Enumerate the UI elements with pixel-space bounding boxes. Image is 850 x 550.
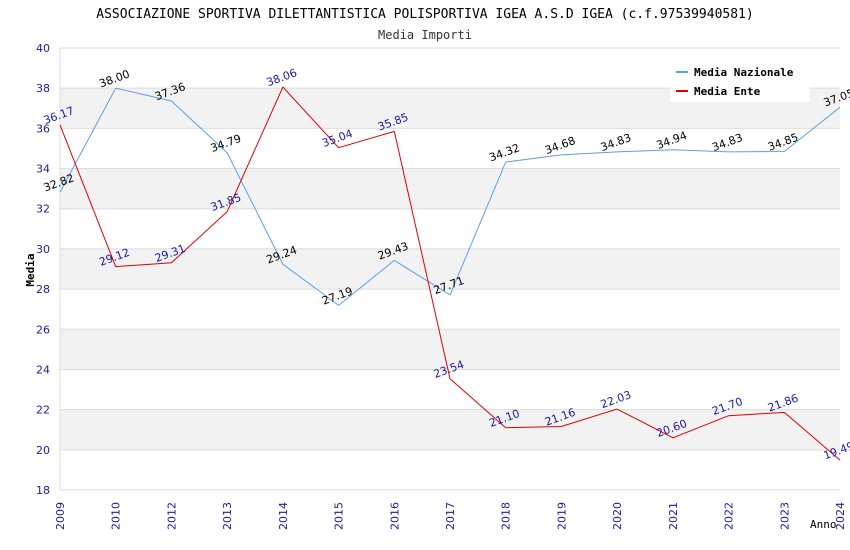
y-tick-label: 36 xyxy=(36,122,50,135)
x-tick-label: 2017 xyxy=(444,502,457,530)
x-tick-label: 2012 xyxy=(165,502,178,530)
y-tick-label: 40 xyxy=(36,42,50,55)
series-lines xyxy=(59,86,841,461)
legend-entry: Media Nazionale xyxy=(694,66,794,79)
y-tick-label: 20 xyxy=(36,444,50,457)
legend-entry: Media Ente xyxy=(694,85,761,98)
y-tick-label: 30 xyxy=(36,243,50,256)
x-tick-label: 2016 xyxy=(388,502,401,530)
y-tick-label: 34 xyxy=(36,163,50,176)
y-tick-label: 24 xyxy=(36,363,50,376)
y-tick-labels: 18 20 22 24 26 28 30 32 34 36 38 40 xyxy=(36,42,50,497)
x-tick-label: 2020 xyxy=(611,502,624,530)
series-line-ente xyxy=(59,86,841,461)
grid-band xyxy=(60,248,840,290)
x-tick-label: 2019 xyxy=(555,502,568,530)
y-tick-label: 32 xyxy=(36,203,50,216)
y-tick-label: 38 xyxy=(36,82,50,95)
y-tick-label: 18 xyxy=(36,484,50,497)
x-tick-label: 2018 xyxy=(500,502,513,530)
x-tick-labels: 2009 2010 2012 2013 2014 2015 2016 2017 2018 2019… xyxy=(54,502,847,530)
x-tick-label: 2015 xyxy=(333,502,346,530)
grid-band xyxy=(60,208,840,249)
legend: Media Nazionale Media Ente xyxy=(670,60,810,102)
x-tick-label: 2021 xyxy=(667,502,680,530)
grid-band xyxy=(60,128,840,169)
grid-band xyxy=(60,449,840,490)
series-line-nazionale xyxy=(59,87,841,307)
x-tick-label: 2024 xyxy=(834,502,847,530)
grid-band xyxy=(60,369,840,410)
x-tick-label: 2010 xyxy=(110,502,123,530)
x-tick-label: 2014 xyxy=(277,502,290,530)
x-tick-label: 2022 xyxy=(723,502,736,530)
chart-title: ASSOCIAZIONE SPORTIVA DILETTANTISTICA PO… xyxy=(96,7,753,22)
y-tick-label: 28 xyxy=(36,283,50,296)
chart-subtitle: Media Importi xyxy=(378,28,472,42)
grid-band xyxy=(60,289,840,330)
grid-lines xyxy=(59,47,840,491)
grid-band xyxy=(60,168,840,209)
y-axis-label: Media xyxy=(24,253,37,286)
x-axis-label: Anno xyxy=(810,518,837,531)
y-tick-label: 22 xyxy=(36,404,50,417)
legend-box xyxy=(670,60,810,102)
x-tick-label: 2009 xyxy=(54,502,67,530)
x-tick-label: 2023 xyxy=(778,502,791,530)
grid-bands xyxy=(60,48,840,490)
grid-band xyxy=(60,329,840,370)
x-tick-label: 2013 xyxy=(221,502,234,530)
grid-band xyxy=(60,409,840,450)
y-tick-label: 26 xyxy=(36,323,50,336)
